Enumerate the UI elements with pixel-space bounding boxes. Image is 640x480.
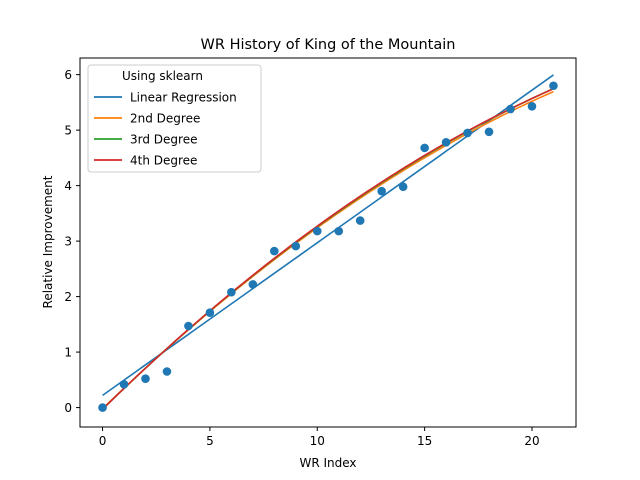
data-point [205,308,215,317]
data-point [119,379,129,389]
data-point [398,182,408,192]
data-point [227,287,236,297]
data-point [312,226,322,236]
legend-title: Using sklearn [122,69,203,83]
data-point [98,403,107,412]
y-tick-label: 2 [64,290,72,304]
y-tick-label: 0 [64,401,72,415]
legend-box [87,64,262,173]
data-point [527,101,537,111]
x-tick-label: 5 [206,434,214,448]
x-tick-label: 15 [417,434,432,448]
data-point [377,186,386,196]
data-point [162,367,172,376]
data-point [506,104,515,114]
legend-entry-label: 2nd Degree [130,112,200,126]
data-point [248,280,258,289]
x-axis-label: WR Index [299,456,356,470]
legend-entry-label: 3rd Degree [130,133,197,147]
x-tick-label: 20 [524,434,539,448]
y-tick-label: 6 [64,68,72,82]
data-point [441,138,451,147]
data-point [184,321,193,331]
y-tick-label: 5 [64,124,72,138]
data-point [549,81,558,91]
y-axis-label: Relative Improvement [41,175,55,308]
data-point [270,246,279,256]
chart-title: WR History of King of the Mountain [201,37,456,53]
data-point [484,127,494,137]
legend: Using sklearn Linear Regression 2nd Degree… [87,64,262,173]
plot-area: 0 5 10 15 20 0 1 2 3 4 5 6 [64,57,577,448]
data-point [291,241,301,251]
data-point [420,143,429,153]
axes-frame [79,57,577,428]
legend-entry-label: 4th Degree [130,154,197,168]
y-tick-label: 1 [64,346,72,360]
data-point [355,216,365,225]
x-tick-label: 10 [310,434,325,448]
data-point [463,128,472,138]
regression-line-4th-degree [101,88,554,410]
data-point [334,226,344,236]
y-tick-label: 4 [64,179,72,193]
legend-entry-label: Linear Regression [130,91,237,105]
y-tick-label: 3 [64,235,72,249]
data-point [141,374,150,384]
x-tick-label: 0 [99,434,107,448]
